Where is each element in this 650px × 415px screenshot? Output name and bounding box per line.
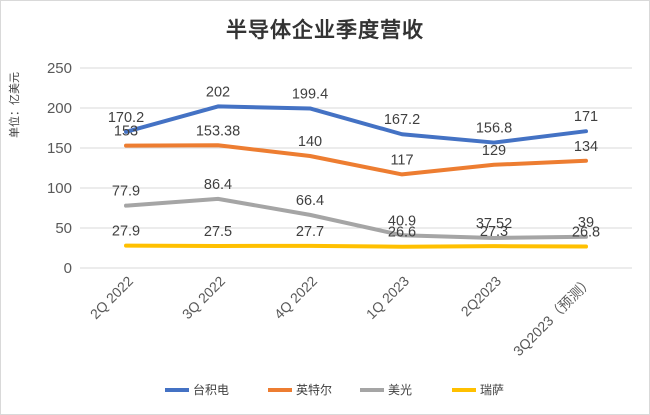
gridlines	[80, 67, 632, 269]
data-label: 153.38	[196, 123, 240, 139]
series-line	[124, 196, 588, 240]
data-labels: 170.2 202 199.4 167.2 156.8 171 153 153.38 140 11…	[108, 84, 600, 240]
y-tick-label: 200	[47, 100, 72, 117]
x-tick-label: 4Q 2022	[271, 273, 320, 322]
data-label: 26.8	[572, 225, 600, 241]
series-line	[124, 243, 588, 249]
legend-label: 台积电	[193, 382, 229, 397]
series-line	[124, 104, 588, 145]
data-label: 171	[574, 109, 598, 125]
data-label: 140	[298, 134, 322, 150]
x-tick-labels: 2Q 2022 3Q 2022 4Q 2022 1Q 2023 2Q2023 3Q2023…	[87, 273, 596, 359]
x-tick-label: 2Q 2022	[87, 273, 136, 322]
data-label: 156.8	[476, 121, 512, 137]
series-lines	[124, 104, 588, 249]
y-axis-label: 单位：亿美元	[7, 72, 21, 138]
y-tick-label: 250	[47, 60, 72, 77]
data-label: 37.52	[476, 216, 512, 232]
data-label: 129	[482, 143, 506, 159]
data-label: 134	[574, 139, 598, 155]
y-tick-label: 50	[55, 220, 72, 237]
legend-label: 英特尔	[296, 382, 332, 397]
data-label: 40.9	[388, 213, 416, 229]
data-label: 77.9	[112, 184, 140, 200]
x-tick-label: 1Q 2023	[363, 273, 412, 322]
y-tick-label: 0	[64, 260, 72, 277]
y-tick-label: 150	[47, 140, 72, 157]
legend-label: 瑞萨	[480, 383, 504, 397]
x-tick-label: 3Q2023（预测）	[510, 273, 596, 359]
data-label: 153	[114, 124, 138, 140]
legend: 台积电 英特尔 美光 瑞萨	[165, 382, 504, 397]
data-label: 26.6	[388, 225, 416, 241]
series-line	[124, 143, 588, 177]
data-label: 202	[206, 84, 230, 100]
data-label: 27.7	[296, 224, 324, 240]
data-label: 27.3	[480, 224, 508, 240]
data-label: 199.4	[292, 86, 328, 102]
data-label: 27.9	[112, 224, 140, 240]
data-label: 66.4	[296, 193, 324, 209]
data-label: 27.5	[204, 224, 232, 240]
y-tick-label: 100	[47, 180, 72, 197]
legend-label: 美光	[388, 383, 412, 397]
data-label: 167.2	[384, 112, 420, 128]
x-tick-label: 2Q2023	[458, 273, 505, 320]
data-label: 170.2	[108, 110, 144, 126]
data-label: 39	[578, 215, 594, 231]
data-label: 117	[390, 152, 413, 168]
data-label: 86.4	[204, 177, 232, 193]
chart-title: 半导体企业季度营收	[226, 18, 424, 42]
x-tick-label: 3Q 2022	[179, 273, 228, 322]
y-tick-labels: 0 50 100 150 200 250	[47, 60, 72, 277]
